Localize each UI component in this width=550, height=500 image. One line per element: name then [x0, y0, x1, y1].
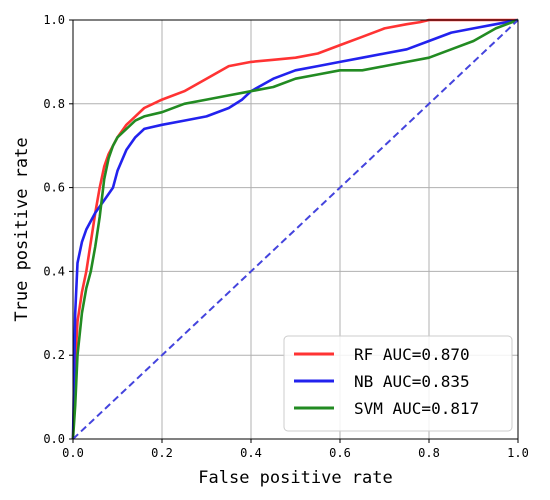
- x-tick-label-4: 0.8: [418, 446, 440, 460]
- legend-label-2: SVM AUC=0.817: [354, 399, 479, 418]
- legend-box: [283, 335, 513, 432]
- reference-diagonal-line: [72, 19, 519, 440]
- legend-label-1: NB AUC=0.835: [354, 372, 470, 391]
- y-tick-label-5: 1.0: [43, 13, 65, 27]
- y-tick-label-4: 0.8: [43, 97, 65, 111]
- ticks: 0.0 0.2 0.4 0.6 0.8 1.0 0.0 0.2 0.4 0.6 0.8 1.0: [43, 13, 529, 460]
- x-tick-label-0: 0.0: [62, 446, 84, 460]
- legend: RF AUC=0.870 NB AUC=0.835 SVM AUC=0.817: [283, 335, 513, 432]
- series-line-1: [71, 18, 519, 440]
- x-tick-label-5: 1.0: [507, 446, 529, 460]
- x-tick-label-3: 0.6: [329, 446, 351, 460]
- y-tick-label-1: 0.2: [43, 348, 65, 362]
- y-axis-label: True positive rate: [12, 137, 32, 321]
- legend-label-0: RF AUC=0.870: [354, 345, 470, 364]
- y-tick-label-3: 0.6: [43, 181, 65, 195]
- x-tick-label-1: 0.2: [151, 446, 173, 460]
- x-axis-label: False positive rate: [198, 468, 392, 488]
- y-tick-label-0: 0.0: [43, 432, 65, 446]
- series-line-2: [71, 18, 519, 440]
- x-tick-label-2: 0.4: [240, 446, 262, 460]
- series-line-0: [71, 18, 518, 440]
- y-tick-label-2: 0.4: [43, 264, 65, 278]
- series-lines: [71, 18, 519, 440]
- plot-frame: [72, 19, 519, 440]
